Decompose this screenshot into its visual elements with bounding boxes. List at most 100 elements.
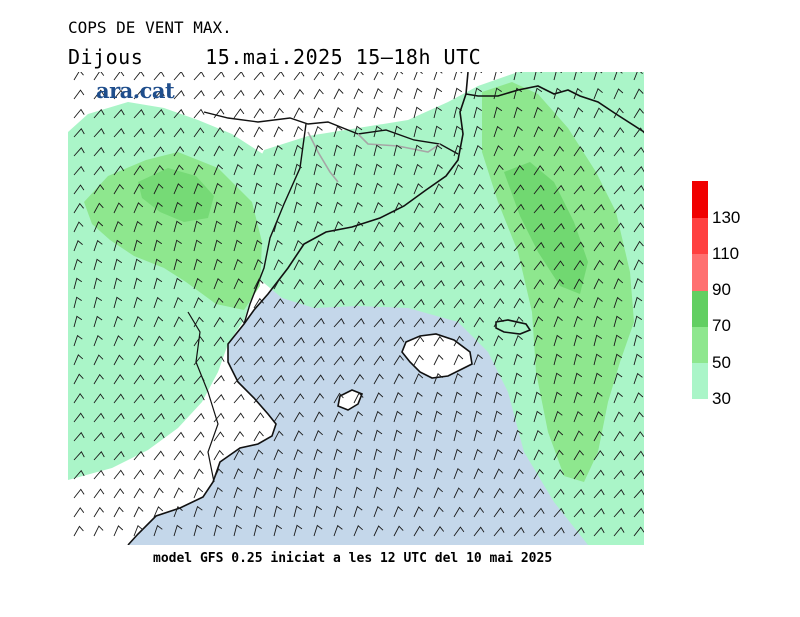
wind-barb (293, 374, 305, 385)
wind-barb (333, 182, 343, 195)
wind-barb (273, 430, 284, 442)
wind-barb (473, 468, 484, 480)
wind-barb (233, 163, 243, 176)
wind-barb (593, 88, 603, 100)
wind-barb (173, 335, 184, 347)
wind-barb (333, 524, 343, 537)
wind-barb (213, 297, 224, 309)
wind-barb (393, 410, 403, 423)
wind-barb (573, 278, 584, 290)
wind-barb (593, 353, 602, 366)
wind-barb (313, 201, 323, 214)
legend-swatch-110 (692, 217, 708, 255)
wind-barb (613, 411, 624, 423)
wind-barb (613, 508, 625, 518)
wind-barb (553, 126, 564, 138)
wind-barb (613, 469, 625, 480)
wind-barb (633, 88, 644, 100)
wind-barb (553, 278, 564, 290)
wind-barb (533, 488, 545, 499)
wind-barb (613, 107, 624, 119)
wind-barb (433, 163, 443, 176)
wind-barb (93, 432, 105, 442)
wind-barb (93, 469, 105, 480)
wind-barb (353, 486, 363, 499)
wind-barb (233, 317, 245, 328)
wind-barb (593, 450, 605, 461)
wind-barb (333, 163, 342, 176)
wind-barb (413, 486, 423, 499)
wind-barb (73, 525, 84, 537)
wind-barb (453, 487, 464, 499)
wind-barb (633, 277, 643, 290)
wind-barb (73, 108, 85, 119)
wind-barb (193, 316, 204, 328)
wind-barb (113, 165, 125, 176)
wind-barb (613, 259, 624, 271)
wind-barb (333, 411, 344, 423)
wind-barb (313, 107, 324, 119)
wind-barb (353, 411, 363, 423)
wind-barb (573, 87, 583, 100)
wind-barb (293, 430, 304, 442)
wind-barb (573, 241, 585, 252)
wind-barb (193, 127, 205, 138)
wind-barb (193, 201, 203, 214)
wind-barb (273, 336, 285, 347)
wind-barb (593, 222, 605, 233)
wind-barb (333, 355, 345, 366)
wind-barb (193, 277, 203, 290)
wind-barb (553, 334, 563, 347)
wind-barb (613, 296, 623, 309)
wind-barb (453, 317, 465, 328)
wind-barb (473, 526, 485, 537)
wind-barb (613, 315, 623, 328)
wind-barb (433, 467, 443, 480)
wind-barb (253, 145, 263, 157)
wind-barb (93, 315, 103, 328)
wind-barb (453, 448, 463, 461)
legend-swatch-70 (692, 290, 708, 327)
wind-barb (633, 222, 644, 233)
wind-barb (493, 164, 504, 176)
wind-barb (493, 125, 503, 138)
wind-barb (253, 393, 265, 404)
wind-barb (133, 296, 143, 309)
wind-barb (293, 126, 303, 138)
wind-barb (213, 164, 224, 176)
wind-barb (533, 297, 544, 309)
wind-barb (513, 297, 524, 309)
wind-barb (293, 486, 302, 499)
wind-barb (373, 144, 382, 157)
wind-barb (113, 183, 124, 195)
wind-barb (153, 450, 165, 461)
wind-barb (233, 72, 245, 81)
wind-barb (333, 337, 345, 347)
wind-barb (553, 469, 565, 480)
wind-barb (233, 505, 243, 518)
wind-barb (313, 467, 323, 480)
wind-barb (313, 448, 323, 461)
wind-barb (333, 107, 343, 119)
wind-barb (433, 261, 445, 271)
wind-barb (393, 202, 404, 214)
wind-barb (473, 87, 482, 100)
wind-barb (453, 467, 463, 480)
legend-swatch-90 (692, 253, 708, 291)
wind-barb (153, 90, 165, 100)
wind-barb (373, 106, 383, 119)
wind-barb (113, 296, 123, 309)
wind-barb (133, 277, 143, 290)
wind-barb (393, 373, 404, 385)
wind-barb (613, 450, 625, 461)
wind-barb (233, 449, 244, 461)
wind-barb (373, 279, 385, 290)
wind-barb (553, 449, 564, 461)
wind-barb (73, 184, 85, 195)
wind-barb (253, 182, 263, 195)
wind-barb (433, 354, 444, 366)
wind-barb (333, 240, 344, 252)
wind-barb (313, 317, 325, 328)
wind-barb (193, 355, 205, 366)
wind-barb (393, 241, 405, 252)
